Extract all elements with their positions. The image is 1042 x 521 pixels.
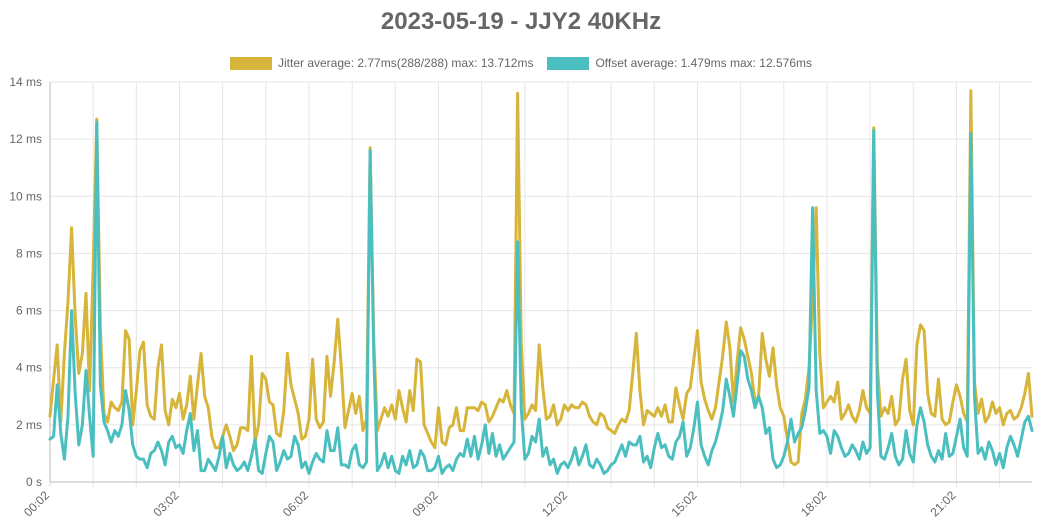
x-axis: 00:02 03:02 06:02 09:02 12:02 15:02 18:02 21:02	[21, 488, 959, 519]
legend-swatch-jitter	[229, 56, 272, 70]
y-tick-label: 12 ms	[9, 132, 42, 146]
x-tick-label: 00:02	[21, 488, 52, 519]
x-tick-label: 06:02	[280, 488, 311, 519]
y-tick-label: 14 ms	[9, 75, 42, 89]
series-layer	[48, 89, 1034, 475]
y-tick-label: 8 ms	[16, 246, 42, 260]
legend-swatch-offset	[547, 56, 590, 70]
legend-label-jitter: Jitter average: 2.77ms(288/288) max: 13.…	[277, 56, 534, 70]
y-tick-label: 0 s	[26, 475, 42, 489]
y-tick-label: 4 ms	[16, 361, 42, 375]
x-tick-label: 15:02	[668, 488, 699, 519]
y-tick-label: 10 ms	[9, 189, 42, 203]
legend-label-offset: Offset average: 1.479ms max: 12.576ms	[595, 56, 813, 70]
x-tick-label: 09:02	[409, 488, 440, 519]
x-tick-label: 12:02	[539, 488, 570, 519]
series-line-offset	[48, 120, 1034, 475]
y-tick-label: 6 ms	[16, 304, 42, 318]
x-tick-label: 18:02	[798, 488, 829, 519]
y-axis: 0 s 2 ms 4 ms 6 ms 8 ms 10 ms 12 ms 14 ms	[9, 75, 42, 489]
x-tick-label: 21:02	[927, 488, 958, 519]
x-tick-label: 03:02	[150, 488, 181, 519]
series-line-jitter	[48, 89, 1034, 467]
y-tick-label: 2 ms	[16, 418, 42, 432]
legend-item-jitter[interactable]: Jitter average: 2.77ms(288/288) max: 13.…	[229, 56, 534, 70]
legend: Jitter average: 2.77ms(288/288) max: 13.…	[0, 56, 1042, 70]
legend-item-offset[interactable]: Offset average: 1.479ms max: 12.576ms	[547, 56, 812, 70]
chart-title: 2023-05-19 - JJY2 40KHz	[380, 8, 662, 35]
